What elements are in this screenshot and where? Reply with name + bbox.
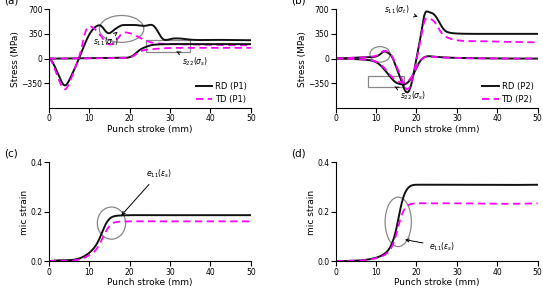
Text: $s_{11}(\sigma_s)$: $s_{11}(\sigma_s)$	[93, 32, 119, 48]
Y-axis label: mic strain: mic strain	[307, 189, 316, 234]
Text: $e_{11}(\varepsilon_s)$: $e_{11}(\varepsilon_s)$	[122, 167, 172, 215]
X-axis label: Punch stroke (mm): Punch stroke (mm)	[107, 125, 193, 134]
Text: $s_{11}(\sigma_t)$: $s_{11}(\sigma_t)$	[384, 4, 417, 17]
Bar	[146, 40, 190, 52]
X-axis label: Punch stroke (mm): Punch stroke (mm)	[394, 125, 479, 134]
X-axis label: Punch stroke (mm): Punch stroke (mm)	[394, 278, 479, 287]
Legend: RD (P1), TD (P1): RD (P1), TD (P1)	[195, 82, 247, 104]
Text: (a): (a)	[4, 0, 19, 5]
Text: (d): (d)	[291, 149, 306, 158]
X-axis label: Punch stroke (mm): Punch stroke (mm)	[107, 278, 193, 287]
Text: $s_{22}(\sigma_s)$: $s_{22}(\sigma_s)$	[177, 52, 209, 68]
Text: (c): (c)	[4, 149, 18, 158]
Y-axis label: Stress (MPa): Stress (MPa)	[11, 31, 20, 87]
Text: $s_{22}(\sigma_s)$: $s_{22}(\sigma_s)$	[395, 87, 426, 102]
Bar	[368, 76, 405, 87]
Legend: RD (P2), TD (P2): RD (P2), TD (P2)	[482, 82, 533, 104]
Text: $e_{11}(\varepsilon_s)$: $e_{11}(\varepsilon_s)$	[406, 239, 454, 253]
Y-axis label: mic strain: mic strain	[20, 189, 29, 234]
Text: (b): (b)	[291, 0, 306, 5]
Y-axis label: Stress (MPa): Stress (MPa)	[298, 31, 307, 87]
